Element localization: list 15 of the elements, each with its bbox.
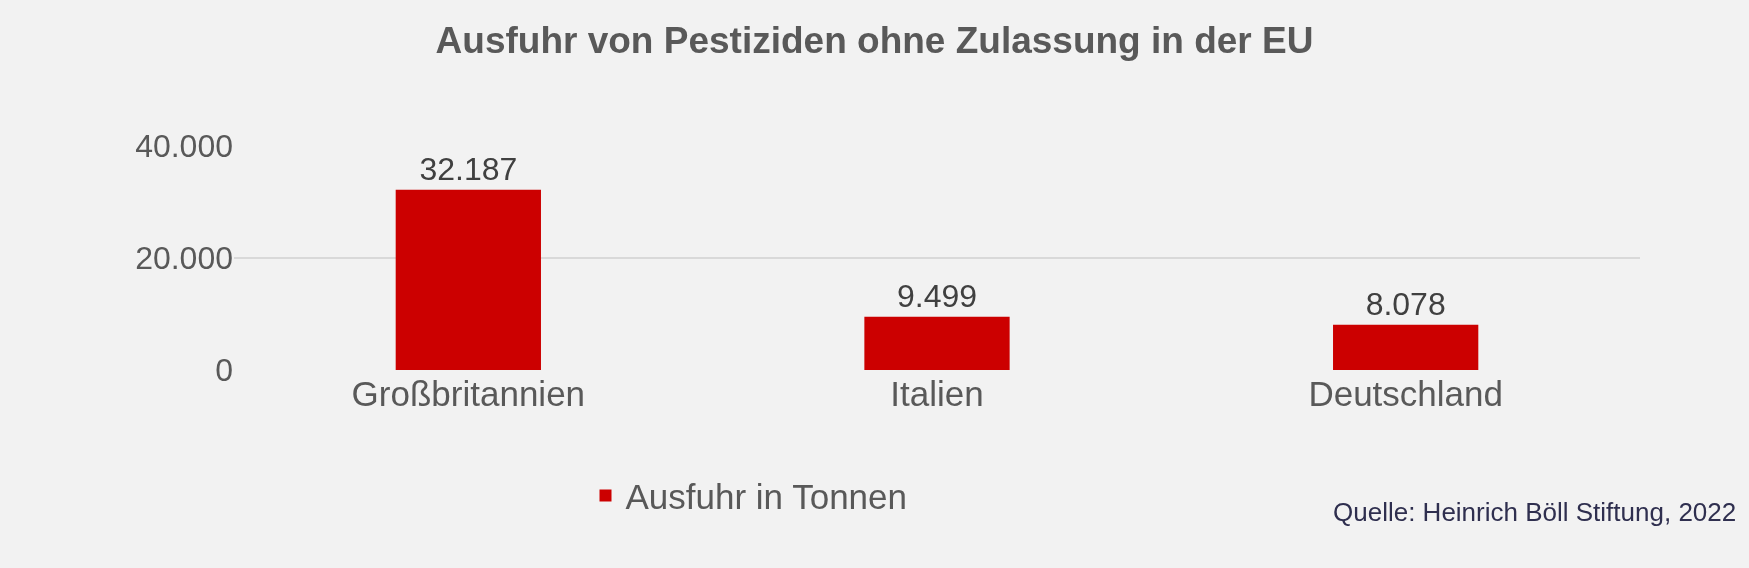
bar xyxy=(395,189,541,370)
y-tick-label: 40.000 xyxy=(135,128,233,165)
x-tick-label: Großbritannien xyxy=(351,374,586,413)
x-tick-label: Deutschland xyxy=(1308,374,1503,413)
y-tick-label: 20.000 xyxy=(135,240,233,277)
data-label: 32.187 xyxy=(419,150,518,187)
legend-label: Ausfuhr in Tonnen xyxy=(625,477,908,517)
y-tick-label: 0 xyxy=(215,352,233,389)
source-note: Quelle: Heinrich Böll Stiftung, 2022 xyxy=(1333,497,1737,527)
bar xyxy=(1333,324,1479,370)
chart-title: Ausfuhr von Pestiziden ohne Zulassung in der EU xyxy=(435,19,1314,61)
x-tick-label: Italien xyxy=(890,374,984,413)
data-label: 9.499 xyxy=(896,277,978,314)
bar xyxy=(864,316,1010,370)
data-label: 8.078 xyxy=(1365,285,1446,322)
